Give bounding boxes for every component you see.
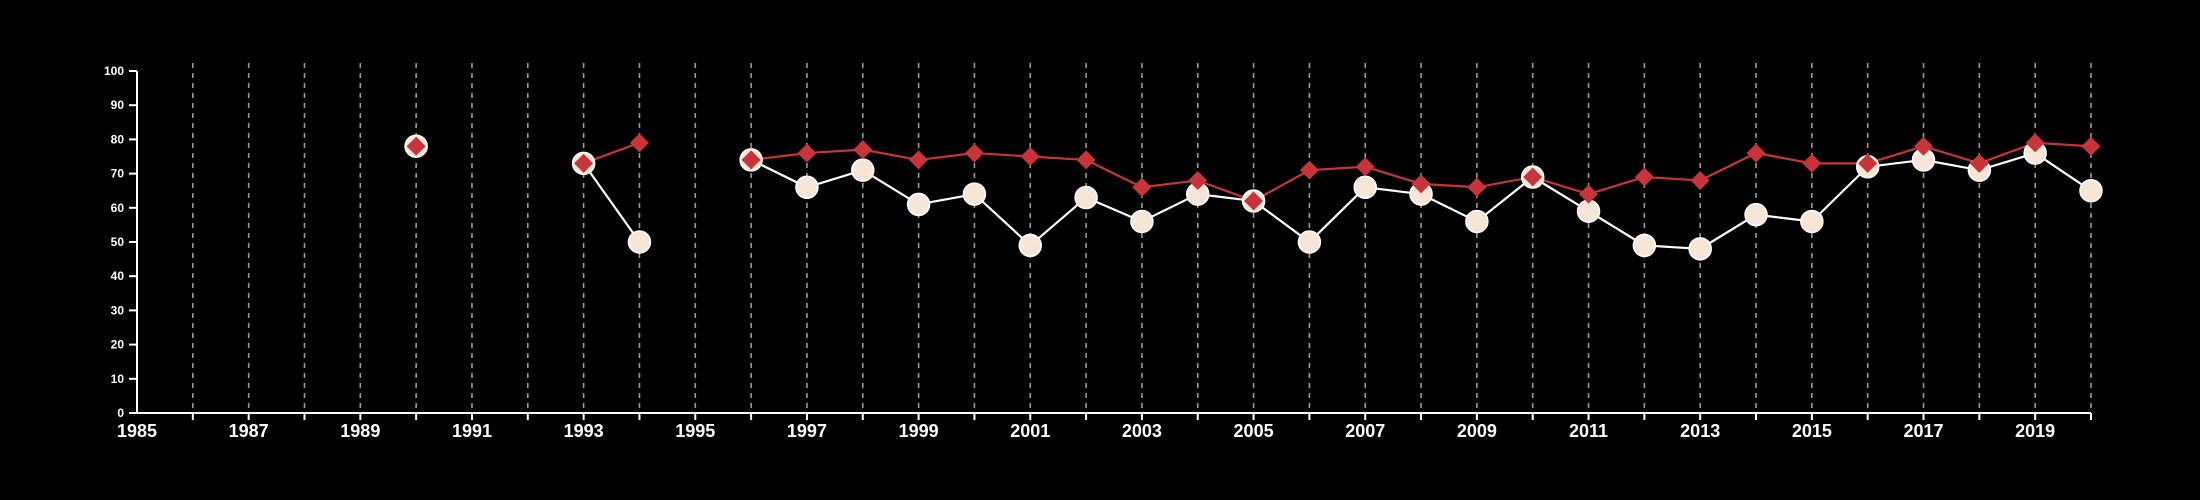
y-tick-label: 50 — [111, 235, 125, 249]
diamond-point-2002 — [1076, 150, 1096, 170]
diamond-point-1990 — [406, 136, 426, 156]
diamond-point-2007 — [1355, 157, 1375, 177]
circle-point-2000 — [962, 182, 987, 206]
y-tick-label: 10 — [111, 372, 125, 386]
x-tick-label: 1999 — [899, 421, 939, 441]
x-tick-label: 2015 — [1792, 421, 1832, 441]
diamond-point-2012 — [1634, 167, 1654, 187]
grid-layer — [192, 63, 2092, 413]
y-tick-label: 40 — [111, 269, 125, 283]
circle-point-2012 — [1632, 233, 1657, 258]
circle-point-2003 — [1130, 209, 1154, 234]
x-tick-label: 2013 — [1680, 421, 1720, 441]
y-tick-label: 20 — [111, 338, 125, 352]
circle-point-2007 — [1353, 175, 1377, 200]
x-tick-label: 2001 — [1010, 421, 1050, 441]
y-tick-label: 90 — [111, 98, 125, 112]
diamond-point-2015 — [1802, 153, 1822, 173]
diamond-point-2009 — [1467, 177, 1487, 197]
diamond-point-2010 — [1523, 167, 1543, 187]
x-tick-label: 1989 — [340, 421, 380, 441]
circle-point-2006 — [1297, 230, 1322, 254]
y-tick-label: 80 — [111, 132, 125, 146]
y-tick-label: 100 — [104, 64, 124, 78]
diamond-point-1997 — [797, 143, 817, 163]
diamond-point-2014 — [1746, 143, 1766, 163]
x-tick-label: 2019 — [2015, 421, 2055, 441]
diamond-point-2008 — [1411, 174, 1431, 194]
x-tick-label: 2017 — [1903, 421, 1943, 441]
diamond-point-2000 — [964, 143, 984, 163]
y-tick-label: 60 — [111, 201, 125, 215]
x-tick-label: 1995 — [675, 421, 715, 441]
series-layer — [404, 133, 2103, 261]
circle-point-1999 — [906, 192, 931, 217]
diamond-point-2013 — [1690, 170, 1710, 190]
x-tick-label: 1991 — [452, 421, 492, 441]
diamond-point-2016 — [1858, 153, 1878, 173]
axis-layer: 0 10 20 30 40 50 60 70 80 90 100 1985 1987 1989 1991 19… — [104, 64, 2092, 441]
x-tick-label: 1987 — [229, 421, 269, 441]
x-tick-label: 2011 — [1569, 421, 1608, 441]
x-tick-label: 1997 — [787, 421, 827, 441]
diamond-point-1993 — [574, 153, 594, 173]
white-series-line-segment — [582, 162, 641, 243]
diamond-point-2005 — [1244, 191, 1264, 211]
diamond-point-2011 — [1579, 184, 1599, 204]
circle-point-2013 — [1688, 237, 1712, 261]
diamond-point-2020 — [2081, 136, 2101, 156]
diamond-point-1994 — [629, 133, 649, 153]
circle-point-2009 — [1465, 209, 1489, 234]
circle-point-2020 — [2079, 178, 2103, 203]
circle-point-1994 — [627, 230, 652, 254]
diamond-point-2004 — [1188, 170, 1208, 190]
circle-point-2015 — [1800, 209, 1824, 234]
y-tick-label: 30 — [111, 303, 125, 317]
circle-point-1997 — [795, 175, 819, 200]
x-tick-label: 2007 — [1345, 421, 1385, 441]
diamond-point-2006 — [1299, 160, 1319, 180]
diamond-point-2019 — [2025, 133, 2045, 153]
diamond-point-2003 — [1132, 177, 1152, 197]
diamond-point-1999 — [909, 150, 929, 170]
y-tick-label: 0 — [117, 406, 124, 420]
diamond-point-1996 — [741, 150, 761, 170]
y-tick-label: 70 — [111, 167, 125, 181]
circle-point-1998 — [851, 158, 875, 182]
diamond-point-2001 — [1020, 147, 1040, 166]
circle-point-2002 — [1074, 185, 1098, 210]
circle-point-2001 — [1018, 233, 1043, 258]
diamond-point-2017 — [1914, 136, 1934, 156]
diamond-point-2018 — [1969, 153, 1989, 173]
x-tick-label: 2005 — [1234, 421, 1274, 441]
x-tick-label: 2003 — [1122, 421, 1162, 441]
circle-point-2014 — [1744, 202, 1768, 227]
x-tick-label: 1993 — [564, 421, 604, 441]
diamond-point-1998 — [853, 140, 873, 160]
x-tick-label: 1985 — [117, 421, 157, 441]
x-tick-label: 2009 — [1457, 421, 1497, 441]
